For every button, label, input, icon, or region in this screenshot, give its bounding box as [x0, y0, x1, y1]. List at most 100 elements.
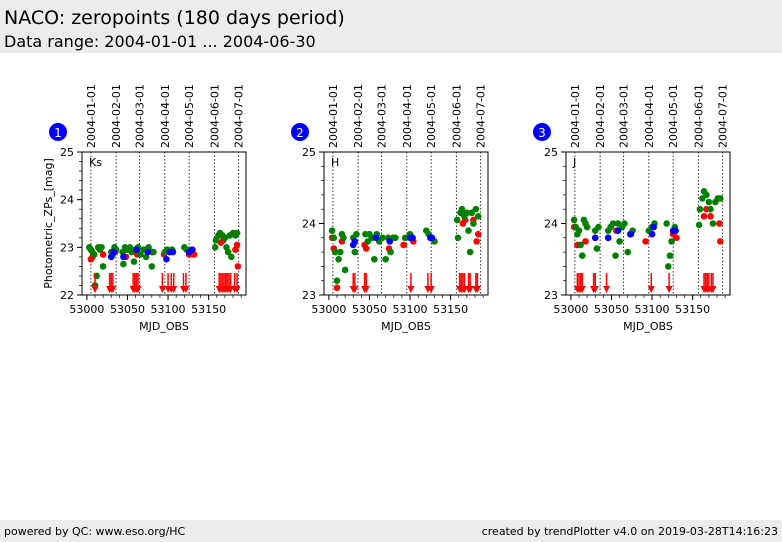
point-green	[458, 205, 466, 213]
upper-limit-arrowhead	[233, 286, 241, 293]
x-axis-label: MJD_OBS	[139, 320, 189, 333]
point-blue	[648, 230, 656, 238]
point-green	[99, 263, 107, 270]
point-green	[463, 209, 471, 217]
panel-badge-number: 1	[54, 126, 62, 140]
point-green	[401, 234, 409, 242]
point-green	[221, 234, 229, 242]
point-blue	[672, 227, 679, 234]
point-blue	[591, 234, 599, 242]
point-blue	[428, 234, 436, 242]
date-tick-label: 2004-05-01	[425, 84, 438, 148]
y-tick-label: 24	[60, 194, 74, 207]
upper-limit-arrowhead	[578, 286, 586, 293]
panel-badge	[49, 123, 67, 141]
point-blue	[163, 255, 170, 263]
point-green	[465, 227, 472, 234]
point-green	[341, 266, 349, 274]
x-tick-label: 53000	[69, 303, 104, 316]
y-tick-label: 23	[544, 289, 558, 302]
point-blue	[604, 234, 612, 242]
point-green	[130, 258, 138, 265]
date-tick-label: 2004-05-01	[667, 84, 680, 148]
x-tick-label: 53150	[191, 303, 226, 316]
point-red	[333, 284, 341, 292]
point-red	[99, 251, 107, 258]
y-tick-label: 25	[60, 146, 74, 159]
upper-limit-arrowhead	[170, 286, 178, 293]
x-tick-label: 53050	[594, 303, 629, 316]
x-tick-label: 53050	[110, 303, 145, 316]
date-tick-label: 2004-02-01	[352, 84, 365, 148]
upper-limit-arrowhead	[603, 286, 611, 293]
date-tick-label: 2004-01-01	[327, 84, 340, 148]
x-tick-label: 53100	[393, 303, 428, 316]
upper-limit-arrowhead	[407, 286, 415, 293]
filter-label: J	[572, 156, 576, 169]
point-blue	[169, 248, 177, 256]
point-green	[570, 216, 578, 224]
point-blue	[133, 246, 140, 254]
point-red	[362, 245, 370, 252]
footer-created-by: created by trendPlotter v4.0 on 2019-03-…	[481, 525, 778, 538]
point-green	[577, 241, 584, 249]
point-green	[371, 255, 378, 263]
point-blue	[627, 230, 635, 238]
header: NACO: zeropoints (180 days period) Data …	[0, 0, 782, 53]
point-green	[578, 252, 586, 259]
point-green	[351, 248, 359, 256]
x-tick-label: 53050	[352, 303, 387, 316]
point-red	[474, 230, 482, 238]
point-green	[612, 252, 619, 259]
point-green	[593, 245, 601, 252]
point-green	[664, 263, 672, 270]
point-green	[148, 263, 156, 270]
data-range: Data range: 2004-01-01 ... 2004-06-30	[4, 32, 316, 51]
date-tick-label: 2004-04-01	[401, 84, 414, 148]
footer-powered-by: powered by QC: www.eso.org/HC	[4, 525, 186, 538]
x-tick-label: 53150	[675, 303, 710, 316]
plot-frame	[323, 151, 489, 296]
point-red	[582, 238, 589, 245]
point-green	[705, 198, 713, 206]
point-green	[224, 248, 232, 256]
y-tick-label: 25	[544, 146, 558, 159]
date-tick-label: 2004-05-01	[183, 84, 196, 148]
x-tick-label: 53100	[635, 303, 670, 316]
y-tick-label: 24	[544, 218, 558, 231]
panel-badge-number: 2	[296, 126, 304, 140]
point-green	[330, 234, 338, 242]
y-tick-label: 22	[60, 289, 74, 302]
date-tick-label: 2004-02-01	[594, 84, 607, 148]
filter-label: H	[331, 156, 339, 169]
point-blue	[409, 234, 416, 242]
point-green	[453, 216, 461, 224]
point-blue	[351, 238, 359, 245]
plot-frame	[565, 151, 731, 296]
point-green	[583, 223, 591, 231]
panel-badge	[291, 123, 309, 141]
point-blue	[144, 248, 152, 256]
point-green	[332, 248, 339, 256]
date-tick-label: 2004-04-01	[643, 84, 656, 148]
point-green	[228, 253, 235, 261]
page-title: NACO: zeropoints (180 days period)	[4, 7, 345, 29]
upper-limit-arrowhead	[134, 286, 142, 293]
point-green	[150, 248, 157, 256]
x-tick-label: 53100	[151, 303, 186, 316]
point-green	[454, 234, 462, 242]
upper-limit-arrowhead	[362, 286, 370, 293]
point-green	[466, 248, 474, 256]
point-green	[387, 248, 394, 256]
point-red	[233, 241, 241, 249]
point-green	[703, 191, 710, 199]
y-tick-label: 23	[302, 289, 316, 302]
date-tick-label: 2004-01-01	[569, 84, 582, 148]
upper-limit-arrowhead	[647, 286, 655, 293]
point-green	[616, 238, 623, 245]
upper-limit-arrowhead	[591, 286, 599, 293]
point-red	[473, 238, 480, 245]
point-red	[716, 238, 724, 245]
point-green	[472, 205, 480, 213]
point-green	[98, 244, 105, 251]
